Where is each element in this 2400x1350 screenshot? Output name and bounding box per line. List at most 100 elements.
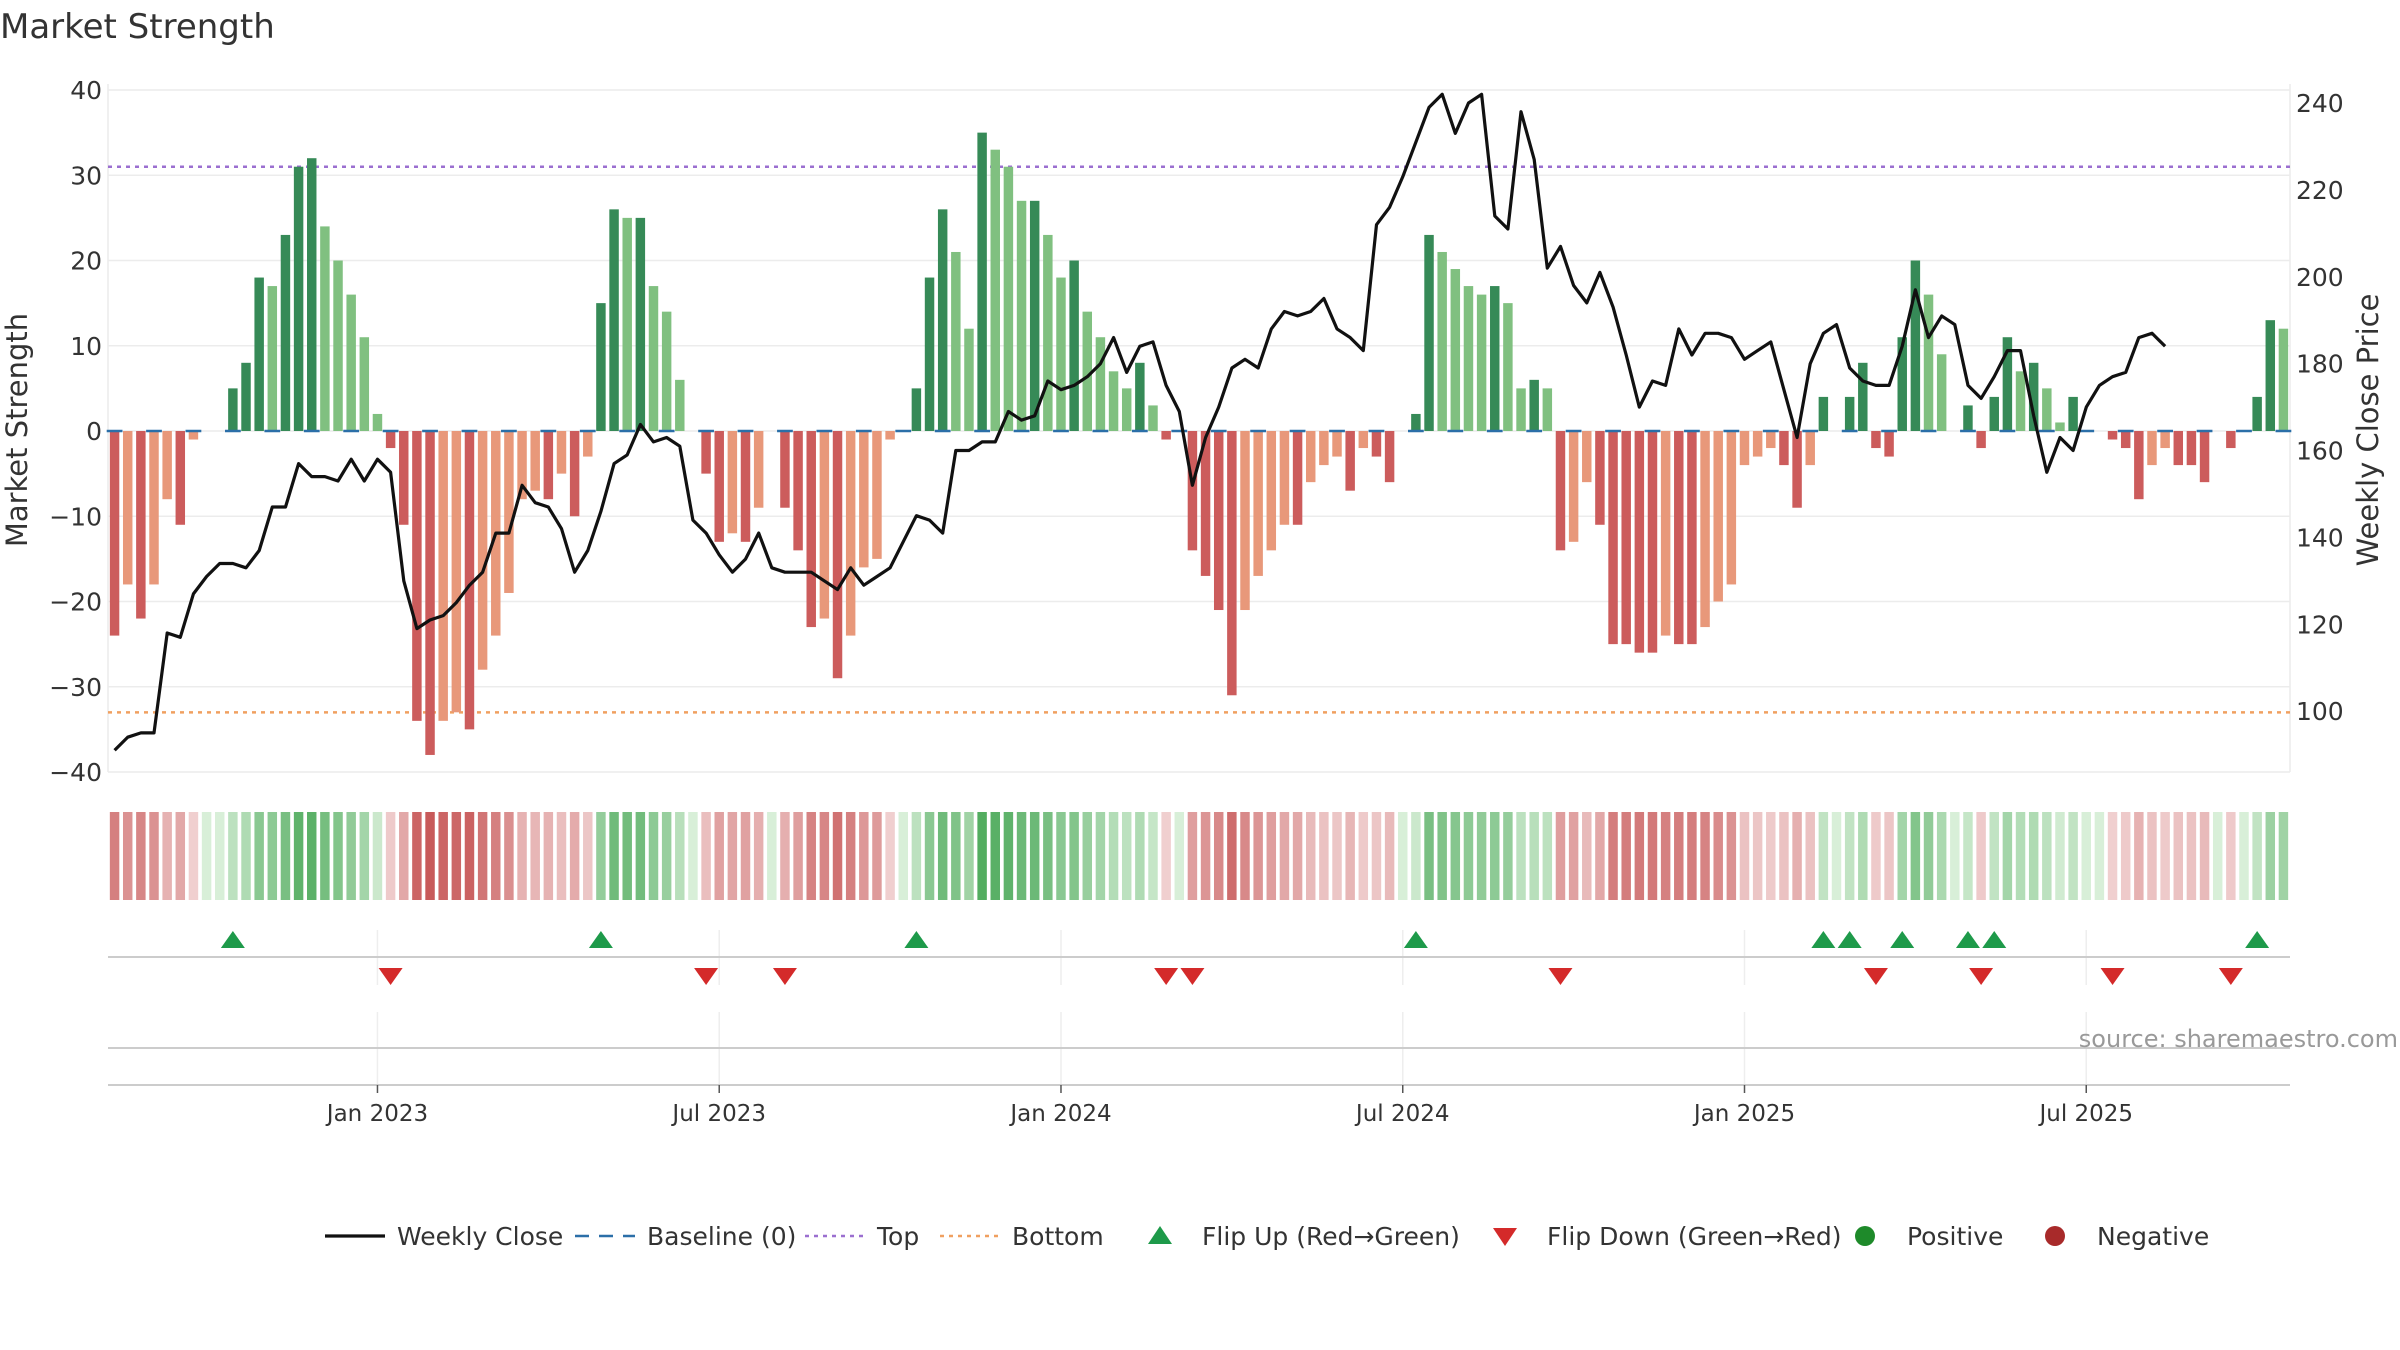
strength-bar [1700, 431, 1710, 628]
heat-cell [661, 812, 672, 900]
heat-cell [254, 812, 264, 900]
heat-cell [793, 812, 803, 900]
strength-bar [793, 431, 803, 551]
legend: Weekly Close Baseline (0) Top Bottom Flip Up… [325, 1222, 2209, 1251]
heat-cell [136, 812, 146, 900]
strength-bar [1660, 431, 1671, 636]
heat-cell [1029, 812, 1040, 900]
heat-cell [333, 812, 343, 900]
strength-bar [1805, 431, 1815, 466]
heat-cell [1752, 812, 1763, 900]
heat-cell [491, 812, 501, 900]
heat-cell [1884, 812, 1894, 900]
left-axis: −40 −30 −20 −10 0 10 20 30 40 [49, 76, 102, 787]
heat-cell [937, 812, 948, 900]
strength-bar [569, 431, 580, 517]
strength-bar [1726, 431, 1737, 585]
strength-bar [122, 431, 133, 585]
strength-bar [1424, 234, 1434, 431]
heat-cell [2002, 812, 2013, 900]
heat-cell [2147, 812, 2157, 900]
heat-cell [2160, 812, 2170, 900]
heat-cell [1016, 812, 1027, 900]
heat-cell [1187, 812, 1198, 900]
strength-bar [1844, 396, 1855, 431]
strength-bar [1121, 388, 1132, 431]
heat-cell [1279, 812, 1290, 900]
heat-cell [1069, 812, 1079, 900]
strength-bar [1240, 431, 1250, 611]
heat-cell [1450, 812, 1461, 900]
heat-cell [267, 812, 278, 900]
flip-up-marker [2245, 931, 2270, 948]
strength-bar [2173, 431, 2184, 466]
heat-cell [425, 812, 435, 900]
heat-cell [2265, 812, 2276, 900]
strength-bar [1871, 431, 1881, 449]
heat-cell [1621, 812, 1631, 900]
x-tick-label: Jan 2025 [1692, 1101, 1795, 1127]
right-tick-label: 140 [2296, 523, 2344, 552]
strength-bar [1029, 200, 1040, 431]
strength-bar [859, 431, 869, 568]
heat-cell [2186, 812, 2197, 900]
right-axis: 100 120 140 160 180 200 220 240 [2296, 89, 2344, 726]
legend-triangle-up-icon [1148, 1226, 1172, 1244]
strength-bar [583, 431, 593, 457]
strength-bar [2278, 328, 2289, 431]
strength-bar [1595, 431, 1605, 525]
strength-bar [1463, 286, 1474, 431]
flip-up-marker [1982, 931, 2007, 948]
heat-cell [372, 812, 383, 900]
left-tick-label: 30 [70, 161, 102, 190]
heat-cell [543, 812, 554, 900]
heat-cell [977, 812, 987, 900]
heat-cell [2068, 812, 2078, 900]
strength-bar [1884, 431, 1894, 457]
strength-bar [635, 217, 646, 431]
legend-item: Baseline (0) [575, 1222, 796, 1251]
strength-bar [1082, 311, 1093, 431]
strength-bar [701, 431, 711, 474]
heat-cell [767, 812, 777, 900]
strength-bar [1608, 431, 1618, 645]
heat-cell [2239, 812, 2249, 900]
left-tick-label: 40 [70, 76, 102, 105]
strength-bar [780, 431, 790, 508]
strength-bar [2042, 388, 2052, 431]
heat-cell [753, 812, 764, 900]
heat-cell [1384, 812, 1395, 900]
heat-cell [1253, 812, 1263, 900]
heat-cell [990, 812, 1000, 900]
heat-cell [1463, 812, 1474, 900]
strength-bar [832, 431, 843, 679]
strength-bar [1213, 431, 1224, 611]
strength-bar [1897, 337, 1907, 431]
right-tick-label: 200 [2296, 263, 2344, 292]
heat-cell [149, 812, 159, 900]
heat-cell [1792, 812, 1802, 900]
strength-bar [293, 166, 304, 431]
heat-cell [845, 812, 856, 900]
strength-bar [543, 431, 554, 500]
heat-cell [1529, 812, 1539, 900]
flip-down-marker [772, 968, 797, 985]
legend-label: Negative [2097, 1222, 2209, 1251]
legend-item: Flip Up (Red→Green) [1148, 1222, 1460, 1251]
strength-bar [1108, 371, 1119, 431]
right-axis-label: Weekly Close Price [2351, 294, 2385, 567]
legend-item: Positive [1855, 1222, 2003, 1251]
strength-bar [464, 431, 475, 730]
strength-bar [333, 260, 343, 431]
heat-cell [1923, 812, 1934, 900]
strength-bar [2160, 431, 2170, 449]
strength-bar [2147, 431, 2157, 466]
strength-bar [556, 431, 567, 474]
strength-bar [307, 158, 317, 431]
strength-bar [911, 388, 922, 431]
heat-cell [1082, 812, 1093, 900]
flip-down-marker [1863, 968, 1888, 985]
heat-cell [1503, 812, 1513, 900]
legend-item: Negative [2045, 1222, 2209, 1251]
heat-cell [201, 812, 212, 900]
